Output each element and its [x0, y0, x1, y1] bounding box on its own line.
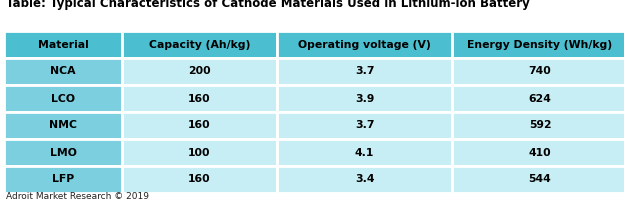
- Bar: [122, 31, 277, 58]
- Bar: [4, 166, 122, 193]
- Bar: [4, 31, 122, 58]
- Bar: [277, 31, 452, 58]
- Text: Operating voltage (V): Operating voltage (V): [298, 39, 431, 49]
- Text: 3.7: 3.7: [355, 66, 374, 76]
- Text: Material: Material: [37, 39, 89, 49]
- Text: LCO: LCO: [51, 94, 75, 104]
- Text: 740: 740: [529, 66, 552, 76]
- Bar: [277, 58, 452, 85]
- Bar: [122, 58, 277, 85]
- Text: Energy Density (Wh/kg): Energy Density (Wh/kg): [467, 39, 613, 49]
- Text: 4.1: 4.1: [355, 147, 374, 157]
- Bar: [122, 112, 277, 139]
- Text: 160: 160: [188, 174, 211, 184]
- Bar: [277, 139, 452, 166]
- Bar: [452, 85, 624, 112]
- Text: 200: 200: [188, 66, 211, 76]
- Text: 160: 160: [188, 121, 211, 131]
- Bar: [122, 85, 277, 112]
- Text: 3.9: 3.9: [355, 94, 374, 104]
- Text: LMO: LMO: [49, 147, 76, 157]
- Bar: [277, 112, 452, 139]
- Bar: [4, 139, 122, 166]
- Text: 592: 592: [529, 121, 552, 131]
- Text: Adroit Market Research © 2019: Adroit Market Research © 2019: [6, 192, 149, 201]
- Text: 410: 410: [529, 147, 552, 157]
- Bar: [4, 112, 122, 139]
- Bar: [277, 166, 452, 193]
- Text: Capacity (Ah/kg): Capacity (Ah/kg): [149, 39, 250, 49]
- Bar: [122, 139, 277, 166]
- Bar: [4, 58, 122, 85]
- Text: 624: 624: [529, 94, 552, 104]
- Text: 544: 544: [529, 174, 552, 184]
- Text: Table: Typical Characteristics of Cathode Materials Used in Lithium-ion Battery: Table: Typical Characteristics of Cathod…: [6, 0, 530, 10]
- Text: LFP: LFP: [52, 174, 74, 184]
- Text: 3.4: 3.4: [355, 174, 374, 184]
- Text: 160: 160: [188, 94, 211, 104]
- Text: NCA: NCA: [51, 66, 76, 76]
- Bar: [452, 166, 624, 193]
- Text: 3.7: 3.7: [355, 121, 374, 131]
- Bar: [452, 112, 624, 139]
- Text: 100: 100: [188, 147, 211, 157]
- Bar: [277, 85, 452, 112]
- Bar: [452, 139, 624, 166]
- Bar: [4, 85, 122, 112]
- Text: NMC: NMC: [49, 121, 77, 131]
- Bar: [122, 166, 277, 193]
- Bar: [452, 31, 624, 58]
- Bar: [452, 58, 624, 85]
